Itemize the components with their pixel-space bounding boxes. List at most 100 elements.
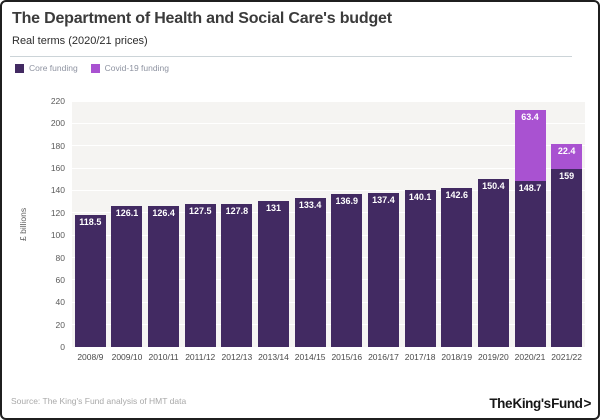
- bar-stack: 131: [258, 200, 290, 347]
- gridline: [72, 212, 585, 214]
- bar-segment-core-funding: 148.7: [514, 180, 546, 347]
- bar-segment-core-funding: 131: [258, 200, 290, 347]
- bar-stack: 140.1: [404, 190, 436, 347]
- bar-column: 133.4: [292, 101, 329, 347]
- x-axis-tick-label: 2019/20: [478, 352, 509, 362]
- x-axis-tick-label: 2011/12: [185, 352, 216, 362]
- bar-value-label: 127.8: [225, 206, 249, 217]
- y-axis-tick-label: 20: [55, 319, 65, 330]
- kings-fund-logo-text: The King's Fund: [489, 396, 583, 411]
- bar-value-label: 159: [559, 171, 575, 182]
- bar-column: 140.1: [402, 101, 439, 347]
- bar-segment-covid-funding: 63.4: [514, 109, 546, 181]
- bar-stack: 22.4 159: [551, 144, 583, 347]
- bar-column: 118.5: [72, 101, 109, 347]
- y-axis-tick-label: 160: [50, 163, 65, 174]
- bar-column: 127.8: [219, 101, 256, 347]
- bar-column: 63.4 148.7: [512, 101, 549, 347]
- bar-segment-core-funding: 126.4: [148, 205, 180, 347]
- gridline: [72, 257, 585, 259]
- gridline: [72, 167, 585, 169]
- x-axis-tick-label: 2021/22: [551, 352, 583, 362]
- header-divider: [10, 56, 572, 57]
- x-axis-tick-label: 2015/16: [331, 352, 363, 362]
- bar-column: 136.9: [328, 101, 365, 347]
- legend: Core funding Covid-19 funding: [15, 63, 169, 73]
- bar-column: 137.4: [365, 101, 402, 347]
- bar-value-label: 126.4: [152, 207, 175, 218]
- x-axis-tick-label: 2010/11: [148, 352, 179, 362]
- bar-segment-covid-funding: 22.4: [551, 144, 583, 170]
- chart-title: The Department of Health and Social Care…: [12, 10, 392, 27]
- bar-column: 142.6: [438, 101, 475, 347]
- bar-value-label: 137.4: [372, 195, 395, 206]
- legend-item-core-funding: Core funding: [15, 63, 78, 73]
- gridline: [72, 145, 585, 147]
- bar-segment-core-funding: 127.8: [221, 204, 253, 347]
- bar-stack: 133.4: [294, 197, 326, 347]
- kings-fund-logo: The King's Fund>: [489, 396, 591, 411]
- gridline: [72, 100, 585, 102]
- y-axis-tick-label: 120: [50, 207, 65, 218]
- gridline: [72, 122, 585, 124]
- legend-label-covid-funding: Covid-19 funding: [104, 63, 169, 73]
- y-axis-tick-label: 60: [55, 274, 65, 285]
- gridline: [72, 279, 585, 281]
- bar-value-label: 126.1: [115, 208, 139, 218]
- x-axis-tick-label: 2012/13: [221, 352, 253, 362]
- x-axis-tick-label: 2013/14: [258, 352, 289, 362]
- x-axis-tick-label: 2009/10: [111, 352, 143, 362]
- bar-value-label: 148.7: [518, 182, 542, 193]
- legend-label-core-funding: Core funding: [29, 63, 78, 73]
- bar-segment-core-funding: 133.4: [294, 197, 326, 347]
- bar-segment-core-funding: 150.4: [477, 178, 509, 347]
- bar-stack: 142.6: [441, 187, 473, 347]
- bar-segment-core-funding: 127.5: [184, 204, 216, 347]
- bar-stack: 118.5: [74, 214, 106, 347]
- bar-value-label: 118.5: [79, 216, 102, 227]
- bar-segment-core-funding: 142.6: [441, 187, 473, 347]
- bars-container: 118.5 126.1 126.4 127.5 127.8 131 133.4 136.9 13…: [72, 101, 585, 347]
- bar-stack: 126.4: [148, 205, 180, 347]
- bar-value-label: 22.4: [557, 146, 576, 157]
- bar-segment-core-funding: 136.9: [331, 193, 363, 347]
- bar-stack: 63.4 148.7: [514, 109, 546, 347]
- bar-value-label: 133.4: [298, 199, 322, 210]
- x-axis: 2008/9 2009/10 2010/11 2011/12 2012/13 2013/1…: [72, 352, 585, 362]
- y-axis-tick-label: 140: [50, 185, 65, 196]
- plot-area: 118.5 126.1 126.4 127.5 127.8 131 133.4 136.9 13…: [72, 100, 585, 347]
- bar-value-label: 127.5: [188, 206, 212, 217]
- bar-stack: 127.5: [184, 204, 216, 347]
- y-axis-tick-label: 200: [50, 118, 65, 129]
- bar-column: 150.4: [475, 101, 512, 347]
- bar-segment-core-funding: 118.5: [74, 214, 106, 347]
- chart-subtitle: Real terms (2020/21 prices): [12, 35, 148, 47]
- y-axis-tick-label: 220: [50, 96, 65, 106]
- bar-value-label: 140.1: [408, 192, 432, 203]
- bar-stack: 127.8: [221, 204, 253, 347]
- gridline: [72, 324, 585, 326]
- bar-stack: 126.1: [111, 206, 143, 347]
- bar-value-label: 136.9: [335, 195, 359, 206]
- bar-value-label: 150.4: [482, 180, 505, 191]
- x-axis-tick-label: 2016/17: [368, 352, 399, 362]
- covid-funding-swatch-icon: [90, 63, 100, 73]
- bar-value-label: 131: [266, 202, 282, 213]
- y-axis: 0 20 40 60 80 100 120 140 160 180 200 220: [2, 96, 67, 352]
- x-axis-tick-label: 2018/19: [441, 352, 473, 362]
- bar-value-label: 63.4: [521, 111, 539, 122]
- core-funding-swatch-icon: [15, 63, 24, 73]
- bar-segment-core-funding: 159: [551, 169, 583, 347]
- y-axis-tick-label: 180: [50, 140, 65, 151]
- bar-column: 22.4 159: [548, 101, 585, 347]
- x-axis-tick-label: 2020/21: [514, 352, 546, 362]
- bar-stack: 137.4: [367, 193, 399, 347]
- bar-segment-core-funding: 140.1: [404, 190, 436, 347]
- x-axis-tick-label: 2017/18: [404, 352, 436, 362]
- gridline: [72, 189, 585, 191]
- y-axis-tick-label: 40: [55, 297, 65, 308]
- source-note: Source: The King's Fund analysis of HMT …: [11, 396, 187, 406]
- x-axis-tick-label: 2014/15: [294, 352, 326, 362]
- y-axis-tick-label: 0: [60, 342, 65, 352]
